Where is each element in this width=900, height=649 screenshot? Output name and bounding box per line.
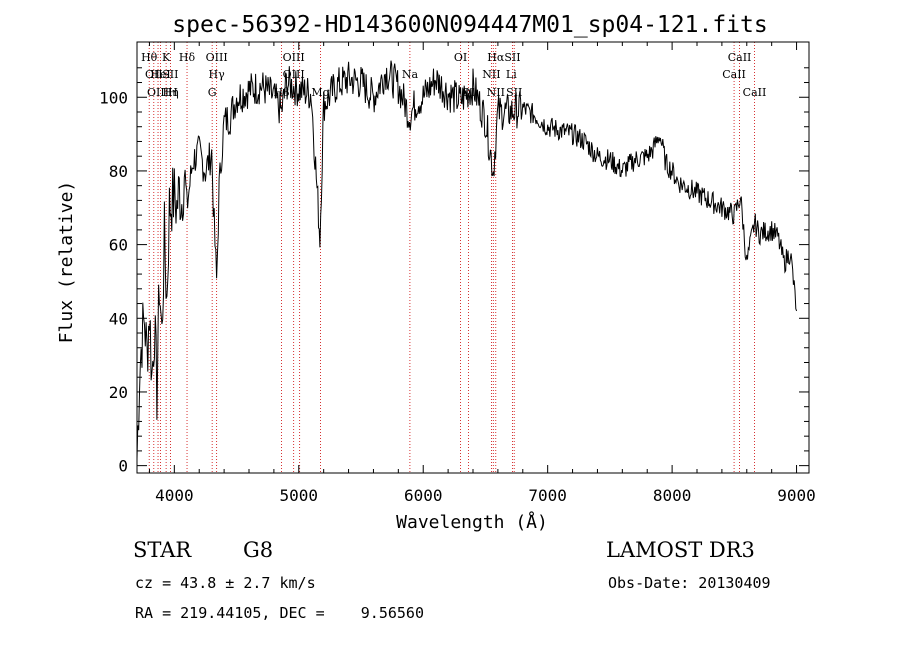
x-tick-label: 7000 [528, 486, 567, 505]
spectral-line-label: NII [482, 68, 500, 81]
object-class: STAR [133, 538, 192, 562]
spectral-line-label: SII [506, 86, 522, 99]
spectral-line-label: OIII [147, 86, 169, 99]
observation-date: Obs-Date: 20130409 [608, 574, 771, 592]
y-axis: 0 20 40 60 80 100 [99, 67, 809, 476]
y-tick-label: 80 [109, 162, 128, 181]
y-tick-label: 100 [99, 88, 128, 107]
y-axis-title: Flux (relative) [56, 181, 77, 344]
spectral-line-label: G [208, 86, 217, 99]
spectral-line-label: Li [506, 68, 517, 81]
line-labels: Hθ OII OIII HeI K Hη SII H Hδ OIII Hγ G OIII OIII Hβ Mg… [141, 51, 766, 99]
spectral-line-label: CaII [743, 86, 767, 99]
spectral-line-label: Na [402, 68, 419, 81]
spectral-line-label: OIII [283, 68, 305, 81]
x-tick-label: 4000 [155, 486, 194, 505]
spectral-line-label: Hγ [209, 68, 226, 81]
redshift-velocity: cz = 43.8 ± 2.7 km/s [135, 574, 316, 592]
spectral-line-label: H [168, 86, 178, 99]
y-tick-label: 60 [109, 236, 128, 255]
coordinates: RA = 219.44105, DEC = 9.56560 [135, 604, 424, 622]
spectral-line-label: HeI [150, 68, 170, 81]
spectral-line-label: Hδ [179, 51, 196, 64]
x-axis: 4000 5000 6000 7000 8000 9000 [148, 42, 816, 505]
spectral-line-label: OIII [206, 51, 228, 64]
spectral-line-label: SII [162, 68, 178, 81]
object-subclass: G8 [243, 538, 274, 562]
y-tick-label: 0 [118, 457, 128, 476]
y-tick-label: 40 [109, 309, 128, 328]
spectral-line-label: Hθ [141, 51, 158, 64]
y-tick-label: 20 [109, 383, 128, 402]
spectral-line-label: OII [145, 68, 163, 81]
spectrum-series-line [136, 60, 798, 460]
spectral-line-label: OIII [283, 51, 305, 64]
x-tick-label: 8000 [653, 486, 692, 505]
spectral-line-label: CaII [722, 68, 746, 81]
spectral-line-label: Hη [163, 86, 179, 99]
spectral-line-label: Hα [487, 51, 505, 64]
chart-title: spec-56392-HD143600N094447M01_sp04-121.f… [172, 12, 767, 38]
x-tick-label: 5000 [280, 486, 319, 505]
spectral-line-label: Hβ [274, 86, 290, 99]
spectral-line-label: CaII [728, 51, 752, 64]
line-markers [148, 42, 755, 473]
x-tick-label: 9000 [777, 486, 816, 505]
spectral-line-label: OI [454, 51, 467, 64]
spectral-line-label: K [162, 51, 171, 64]
survey-name: LAMOST DR3 [606, 538, 755, 562]
x-tick-label: 6000 [404, 486, 443, 505]
x-axis-title: Wavelength (Å) [396, 511, 548, 533]
spectral-line-label: Mg [311, 86, 329, 99]
spectral-line-label: OI [462, 86, 475, 99]
spectral-line-label: SII [504, 51, 520, 64]
spectral-line-label: NII [487, 86, 505, 99]
